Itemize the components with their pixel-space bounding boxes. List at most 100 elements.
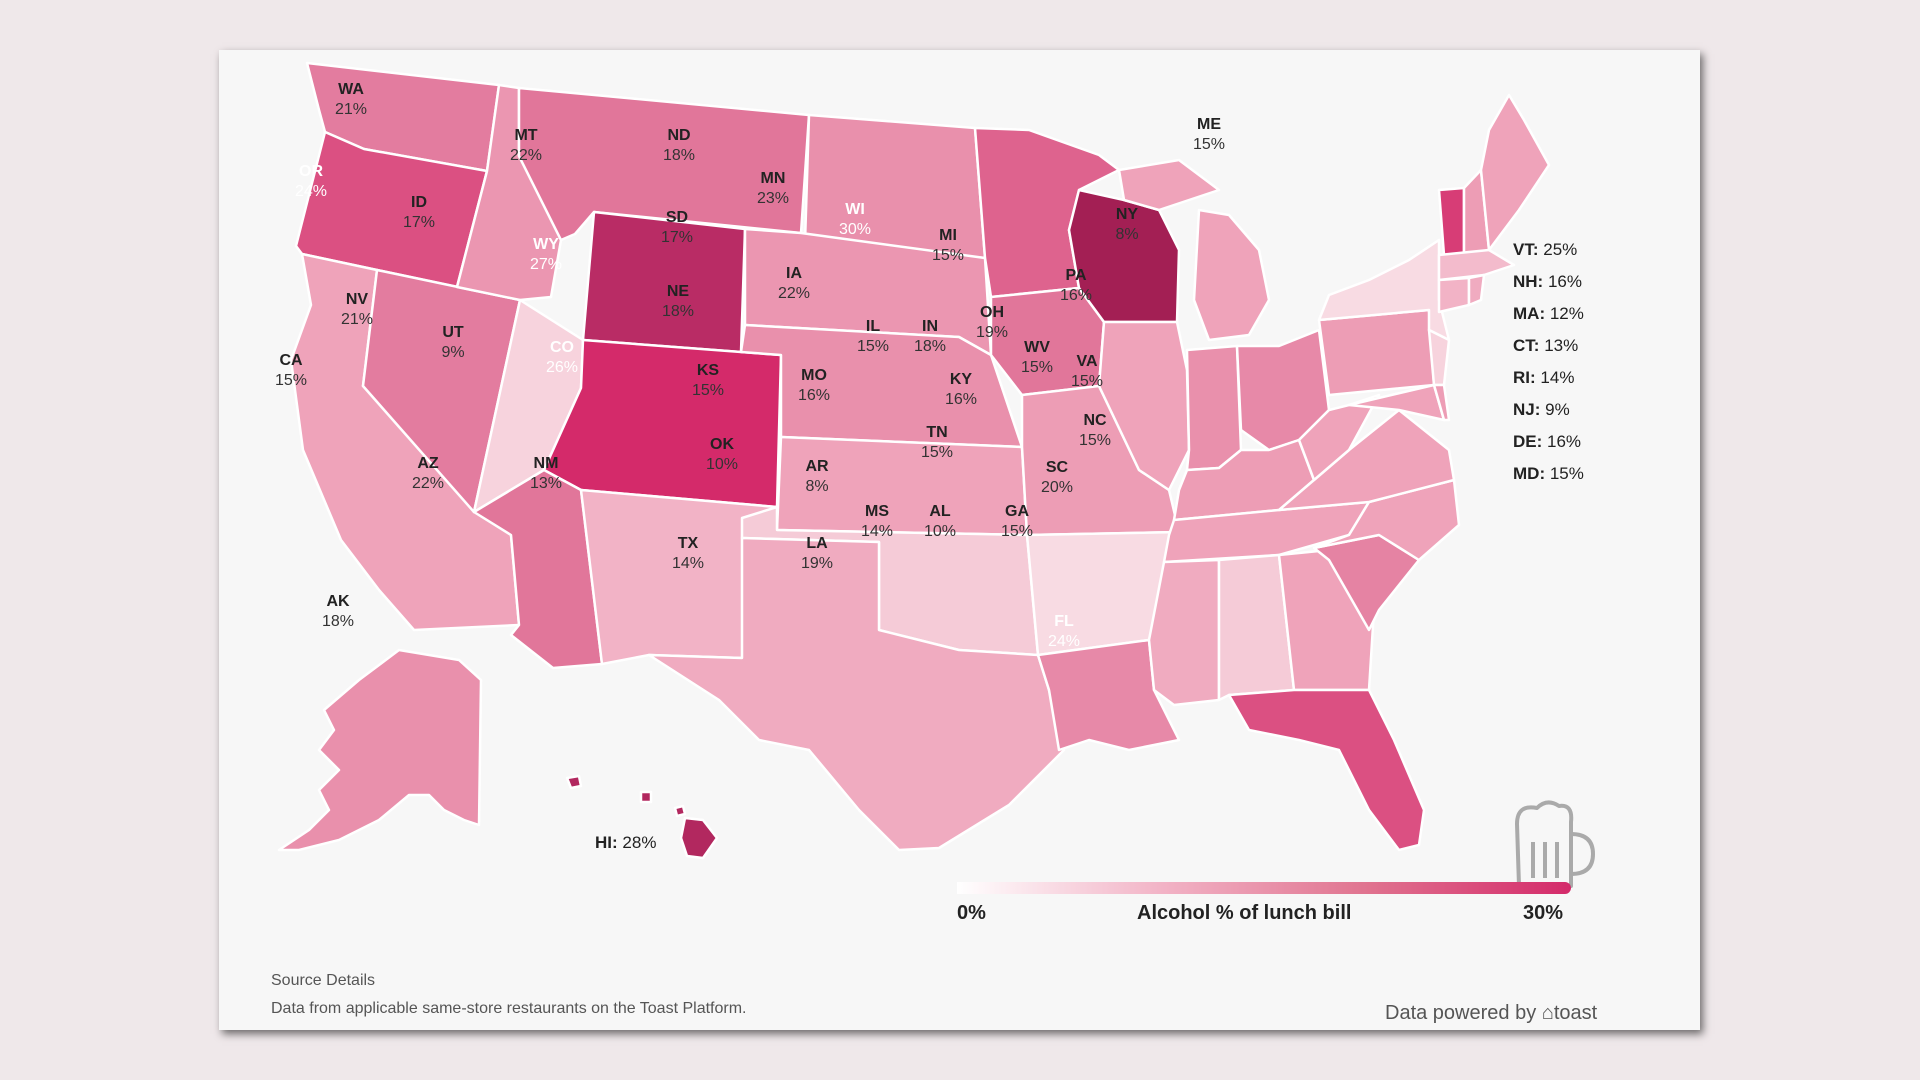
state-label-wi: WI	[845, 201, 865, 218]
legend-max-label: 30%	[1523, 902, 1564, 924]
state-label-ga: GA	[1005, 503, 1029, 520]
state-value-fl: 24%	[1048, 633, 1080, 650]
small-state-item: NJ: 9%	[1513, 400, 1570, 419]
state-il	[1097, 320, 1191, 492]
state-me	[1479, 93, 1551, 252]
small-state-item: NH: 16%	[1513, 272, 1582, 291]
state-label-mi: MI	[939, 227, 957, 244]
state-value-ky: 16%	[945, 391, 977, 408]
state-ct	[1437, 276, 1471, 314]
state-label-oh: OH	[980, 304, 1004, 321]
state-value-me: 15%	[1193, 136, 1225, 153]
state-value-ks: 15%	[692, 382, 724, 399]
state-label-il: IL	[866, 318, 880, 335]
us-choropleth-map: WA 21% OR 24% CA 15% NV 21% ID 17% MT 22% WY 27% UT 9% A…	[275, 61, 1551, 860]
state-label-nm: NM	[534, 455, 559, 472]
state-value-wy: 27%	[530, 256, 562, 273]
small-states-list: VT: 25% NH: 16% MA: 12% CT: 13% RI: 14% …	[1513, 234, 1584, 490]
state-ny	[1317, 238, 1451, 342]
state-mt	[517, 86, 811, 242]
legend-title: Alcohol % of lunch bill	[1137, 902, 1352, 924]
state-label-wv: WV	[1024, 339, 1050, 356]
state-vt	[1437, 186, 1466, 257]
state-value-in: 18%	[914, 338, 946, 355]
state-pa	[1317, 308, 1436, 397]
state-label-ar: AR	[805, 458, 829, 475]
state-mi	[1117, 158, 1271, 342]
state-label-ms: MS	[865, 503, 889, 520]
state-ma	[1437, 248, 1516, 282]
state-label-ny: NY	[1116, 206, 1139, 223]
state-label-or: OR	[299, 163, 323, 180]
state-value-va: 15%	[1071, 373, 1103, 390]
state-value-or: 24%	[295, 183, 327, 200]
state-nj	[1427, 328, 1451, 387]
state-ms	[1147, 558, 1221, 707]
legend-gradient-bar	[957, 882, 1571, 894]
state-label-ok: OK	[710, 436, 734, 453]
small-state-item: VT: 25%	[1513, 240, 1578, 259]
beer-mug-icon	[1515, 800, 1595, 888]
map-card: WA 21% OR 24% CA 15% NV 21% ID 17% MT 22% WY 27% UT 9% A…	[219, 50, 1700, 1030]
small-state-item: CT: 13%	[1513, 336, 1579, 355]
state-in	[1185, 344, 1243, 472]
small-state-item: RI: 14%	[1513, 368, 1575, 387]
state-value-wv: 15%	[1021, 359, 1053, 376]
state-value-la: 19%	[801, 555, 833, 572]
state-value-ny: 8%	[1115, 226, 1138, 243]
state-value-ia: 22%	[778, 285, 810, 302]
state-value-ne: 18%	[662, 303, 694, 320]
state-label-tn: TN	[926, 424, 947, 441]
state-label-la: LA	[806, 535, 828, 552]
small-state-item: DE: 16%	[1513, 432, 1582, 451]
state-label-id: ID	[411, 194, 427, 211]
state-label-nv: NV	[346, 291, 369, 308]
state-label-sc: SC	[1046, 459, 1069, 476]
state-value-nd: 18%	[663, 147, 695, 164]
state-value-oh: 19%	[976, 324, 1008, 341]
state-value-co: 26%	[546, 359, 578, 376]
state-label-ia: IA	[786, 265, 802, 282]
state-value-sc: 20%	[1041, 479, 1073, 496]
state-value-nv: 21%	[341, 311, 373, 328]
state-value-al: 10%	[924, 523, 956, 540]
state-nc	[1312, 478, 1461, 562]
state-labels: WA 21% OR 24% CA 15% NV 21% ID 17% MT 22% WY 27% UT 9% A…	[275, 81, 1225, 650]
state-label-me: ME	[1197, 116, 1221, 133]
state-value-ga: 15%	[1001, 523, 1033, 540]
state-label-wa: WA	[338, 81, 364, 98]
state-value-wi: 30%	[839, 221, 871, 238]
state-value-mi: 15%	[932, 247, 964, 264]
state-value-mo: 16%	[798, 387, 830, 404]
state-value-nm: 13%	[530, 475, 562, 492]
state-value-nc: 15%	[1079, 432, 1111, 449]
state-value-mn: 23%	[757, 190, 789, 207]
state-value-ok: 10%	[706, 456, 738, 473]
state-value-ut: 9%	[441, 344, 464, 361]
state-value-pa: 16%	[1060, 287, 1092, 304]
powered-by-toast: Data powered by ⌂toast	[1385, 1002, 1598, 1024]
state-label-pa: PA	[1065, 267, 1086, 284]
state-value-wa: 21%	[335, 101, 367, 118]
small-state-item: MD: 15%	[1513, 464, 1584, 483]
state-label-nd: ND	[667, 127, 690, 144]
state-label-va: VA	[1076, 353, 1097, 370]
state-de	[1432, 383, 1451, 422]
state-ak	[277, 648, 483, 852]
state-label-sd: SD	[666, 209, 688, 226]
state-label-ne: NE	[667, 283, 690, 300]
state-value-tx: 14%	[672, 555, 704, 572]
source-details-title: Source Details	[271, 972, 376, 989]
state-label-ak: AK	[326, 593, 350, 610]
legend-min-label: 0%	[957, 902, 986, 924]
state-label-co: CO	[550, 339, 574, 356]
source-details-text: Data from applicable same-store restaura…	[271, 1000, 747, 1017]
state-az	[472, 468, 604, 670]
state-label-in: IN	[922, 318, 938, 335]
state-label-ky: KY	[950, 371, 973, 388]
state-label-ut: UT	[442, 324, 464, 341]
state-label-nc: NC	[1083, 412, 1107, 429]
state-label-al: AL	[929, 503, 951, 520]
state-ri	[1467, 273, 1486, 307]
state-value-az: 22%	[412, 475, 444, 492]
